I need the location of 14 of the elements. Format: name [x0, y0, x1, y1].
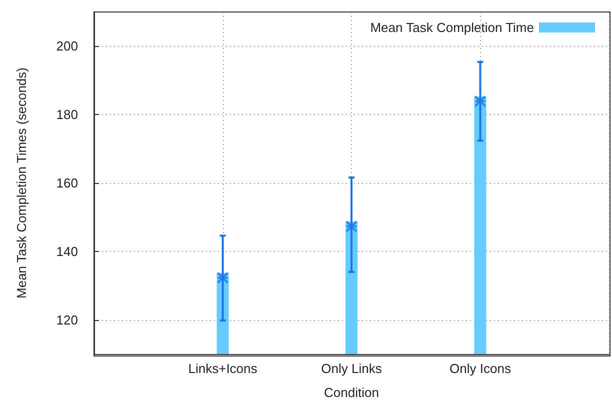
x-tick-label: Only Links — [321, 361, 382, 376]
x-tick-label: Links+Icons — [188, 361, 258, 376]
y-axis-title: Mean Task Completion Times (seconds) — [14, 68, 29, 298]
y-tick-label: 160 — [56, 176, 78, 190]
point — [474, 95, 486, 108]
legend-label: Mean Task Completion Time — [370, 20, 534, 35]
y-tick-label: 120 — [56, 312, 78, 328]
y-tick-label: 200 — [56, 38, 78, 54]
x-axis-title: Condition — [324, 385, 379, 400]
point — [346, 220, 358, 232]
x-tick-label: Only Icons — [450, 361, 512, 376]
point — [216, 272, 229, 284]
y-tick-label: 140 — [56, 244, 78, 259]
y-tick-label: 180 — [56, 107, 78, 122]
